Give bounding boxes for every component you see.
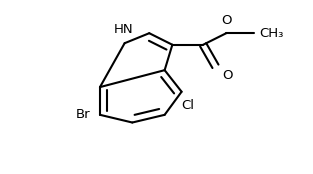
Text: HN: HN — [114, 23, 134, 36]
Text: O: O — [223, 69, 233, 82]
Text: Br: Br — [76, 108, 91, 121]
Text: Cl: Cl — [181, 99, 194, 112]
Text: O: O — [221, 14, 232, 27]
Text: CH₃: CH₃ — [259, 27, 284, 40]
